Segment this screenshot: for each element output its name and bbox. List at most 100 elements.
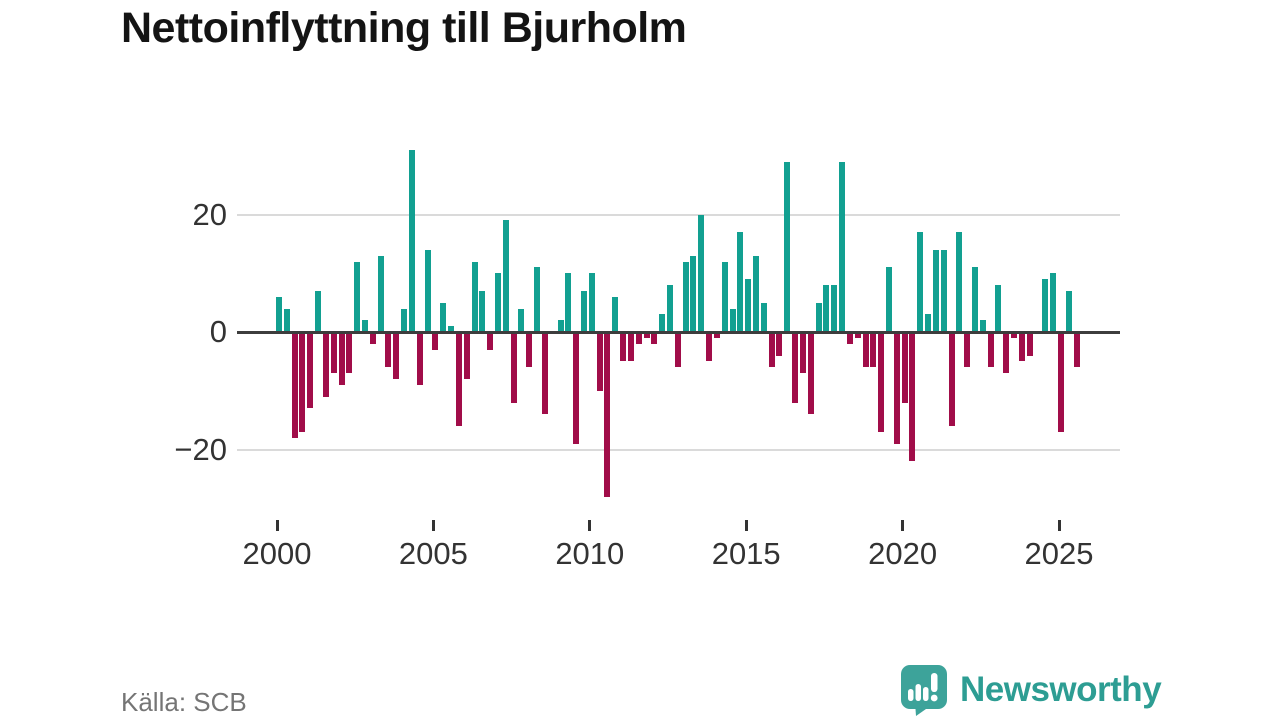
bar-2024Q1 — [1026, 332, 1033, 356]
bar-2020Q2 — [909, 332, 916, 462]
x-axis-tick-label: 2010 — [555, 536, 625, 571]
bar-2009Q2 — [565, 273, 572, 332]
bar-2014Q3 — [729, 308, 736, 332]
bar-2009Q1 — [557, 320, 564, 332]
bar-2022Q3 — [979, 320, 986, 332]
bar-2002Q1 — [338, 332, 345, 385]
bar-2010Q4 — [612, 296, 619, 332]
bar-2004Q3 — [416, 332, 423, 385]
gridline-20 — [237, 213, 1120, 216]
x-axis-tick-label: 2000 — [242, 536, 312, 571]
bar-2001Q3 — [322, 332, 329, 397]
bar-2019Q4 — [893, 332, 900, 444]
newsworthy-logo: Newsworthy — [899, 664, 1162, 716]
bar-2025Q1 — [1058, 332, 1064, 432]
y-axis-tick-label: −20 — [174, 431, 227, 467]
bar-2015Q4 — [768, 332, 775, 368]
bar-2011Q1 — [620, 332, 627, 362]
bar-2000Q4 — [299, 332, 306, 432]
bar-2007Q4 — [518, 308, 525, 332]
bar-2015Q2 — [753, 255, 760, 332]
bar-2016Q2 — [784, 161, 791, 332]
bar-2008Q2 — [534, 267, 541, 332]
chart-title: Nettoinflyttning till Bjurholm — [121, 4, 687, 52]
bar-2010Q1 — [588, 273, 595, 332]
bar-2009Q3 — [573, 332, 580, 444]
bar-2016Q4 — [799, 332, 806, 374]
bar-2017Q4 — [831, 285, 838, 332]
bar-2001Q4 — [330, 332, 337, 374]
bar-2012Q4 — [674, 332, 681, 368]
bar-2006Q4 — [487, 332, 494, 350]
bar-2002Q3 — [354, 261, 361, 332]
bar-2007Q3 — [510, 332, 517, 403]
bar-2004Q1 — [401, 308, 408, 332]
bar-2003Q4 — [393, 332, 400, 379]
x-axis-tick-label: 2005 — [398, 536, 468, 571]
bar-2019Q2 — [878, 332, 885, 432]
bar-2018Q3 — [854, 332, 861, 338]
bar-2010Q2 — [596, 332, 603, 391]
bar-2022Q2 — [971, 267, 978, 332]
bar-2015Q1 — [745, 279, 752, 332]
x-axis-tick-mark — [275, 520, 279, 531]
bar-2011Q2 — [627, 332, 634, 362]
bar-2006Q2 — [471, 261, 478, 332]
y-axis-tick-label: 0 — [209, 314, 227, 349]
bar-2017Q3 — [823, 285, 830, 332]
bar-2021Q1 — [932, 249, 939, 332]
bar-2017Q1 — [807, 332, 814, 415]
bar-2013Q2 — [690, 255, 697, 332]
bar-2007Q1 — [494, 273, 501, 332]
zero-axis-line — [237, 330, 1120, 334]
bar-2004Q2 — [408, 149, 415, 332]
newsworthy-logo-text: Newsworthy — [960, 670, 1162, 709]
x-axis-tick-mark — [431, 520, 435, 531]
bar-2001Q1 — [307, 332, 314, 409]
bar-chart-speech-bubble-icon — [901, 665, 947, 716]
bar-2010Q3 — [604, 332, 611, 497]
bar-2022Q1 — [964, 332, 971, 368]
bar-2024Q3 — [1042, 279, 1049, 332]
bar-2022Q4 — [987, 332, 994, 368]
bar-2018Q1 — [839, 161, 846, 332]
bar-2021Q3 — [948, 332, 955, 426]
bar-2001Q2 — [315, 290, 322, 332]
bar-2021Q2 — [940, 249, 947, 332]
bar-2003Q2 — [377, 255, 384, 332]
bar-2012Q2 — [659, 314, 666, 332]
bar-2016Q1 — [776, 332, 783, 356]
bar-2000Q3 — [291, 332, 298, 438]
bar-2020Q3 — [917, 232, 924, 332]
bar-2006Q1 — [463, 332, 470, 379]
bar-2005Q1 — [432, 332, 439, 350]
bar-2016Q3 — [792, 332, 799, 403]
bar-2019Q3 — [885, 267, 892, 332]
source-caption: Källa: SCB — [121, 687, 247, 717]
bar-2015Q3 — [760, 302, 767, 332]
bar-2000Q1 — [276, 296, 282, 332]
bar-2013Q1 — [682, 261, 689, 332]
x-axis-tick-mark — [588, 520, 592, 531]
bar-2018Q2 — [846, 332, 853, 344]
bar-2013Q4 — [706, 332, 713, 362]
bar-2003Q3 — [385, 332, 392, 368]
x-axis-tick-label: 2025 — [1024, 536, 1094, 571]
bar-2018Q4 — [862, 332, 869, 368]
bar-2000Q2 — [283, 308, 290, 332]
bar-2009Q4 — [580, 290, 587, 332]
bar-2019Q1 — [870, 332, 877, 368]
bar-2023Q1 — [995, 285, 1002, 332]
bar-2023Q3 — [1011, 332, 1018, 338]
bar-2017Q2 — [815, 302, 822, 332]
bar-2006Q3 — [479, 290, 486, 332]
bar-2002Q4 — [362, 320, 369, 332]
bar-2008Q3 — [541, 332, 548, 415]
bar-2011Q3 — [635, 332, 642, 344]
bar-2020Q1 — [901, 332, 908, 403]
bar-2008Q1 — [526, 332, 533, 368]
bar-2011Q4 — [643, 332, 650, 338]
bar-2024Q4 — [1050, 273, 1057, 332]
bar-2005Q2 — [440, 302, 447, 332]
bar-2023Q2 — [1003, 332, 1010, 374]
